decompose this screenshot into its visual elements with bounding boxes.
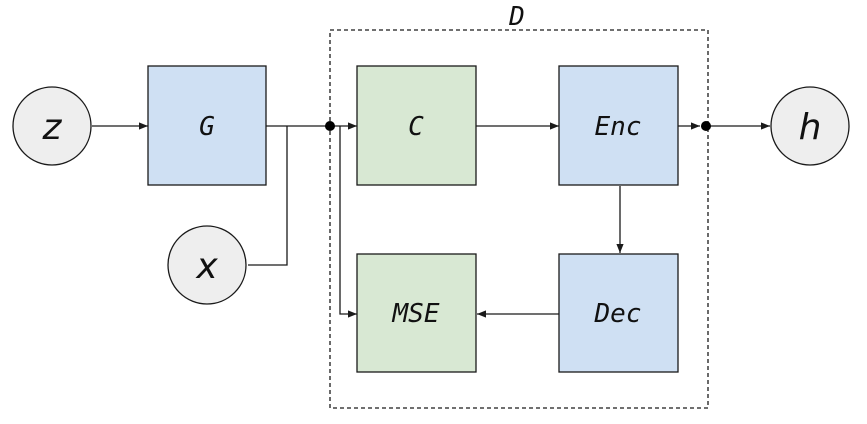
node-x-circle	[167, 225, 247, 305]
node-z-label: z	[42, 107, 63, 148]
edge-junction-to-mse	[339, 126, 357, 318]
node-h: h	[770, 86, 850, 166]
block-encoder: Enc	[558, 65, 679, 186]
block-decoder-rect	[558, 253, 679, 373]
block-critic: C	[356, 65, 477, 186]
block-mse-rect	[356, 253, 477, 373]
node-z: z	[12, 86, 92, 166]
node-z-circle	[12, 86, 92, 166]
block-critic-rect	[356, 65, 477, 186]
block-encoder-rect	[558, 65, 679, 186]
block-mse-label: MSE	[392, 299, 440, 329]
block-critic-label: C	[408, 112, 424, 142]
input-junction-dot	[325, 121, 335, 131]
block-generator-rect	[147, 65, 267, 186]
output-junction-dot	[701, 121, 711, 131]
block-decoder-label: Dec	[594, 299, 642, 329]
block-generator: G	[147, 65, 267, 186]
node-h-circle	[770, 86, 850, 166]
block-decoder: Dec	[558, 253, 679, 373]
block-encoder-label: Enc	[595, 112, 642, 142]
node-x: x	[167, 225, 247, 305]
discriminator-label: D	[508, 2, 525, 32]
node-x-label: x	[195, 246, 218, 287]
block-mse: MSE	[356, 253, 477, 373]
discriminator-group	[329, 29, 709, 409]
node-h-label: h	[799, 107, 822, 148]
edge-x-to-junction	[248, 126, 288, 266]
block-generator-label: G	[199, 112, 215, 142]
